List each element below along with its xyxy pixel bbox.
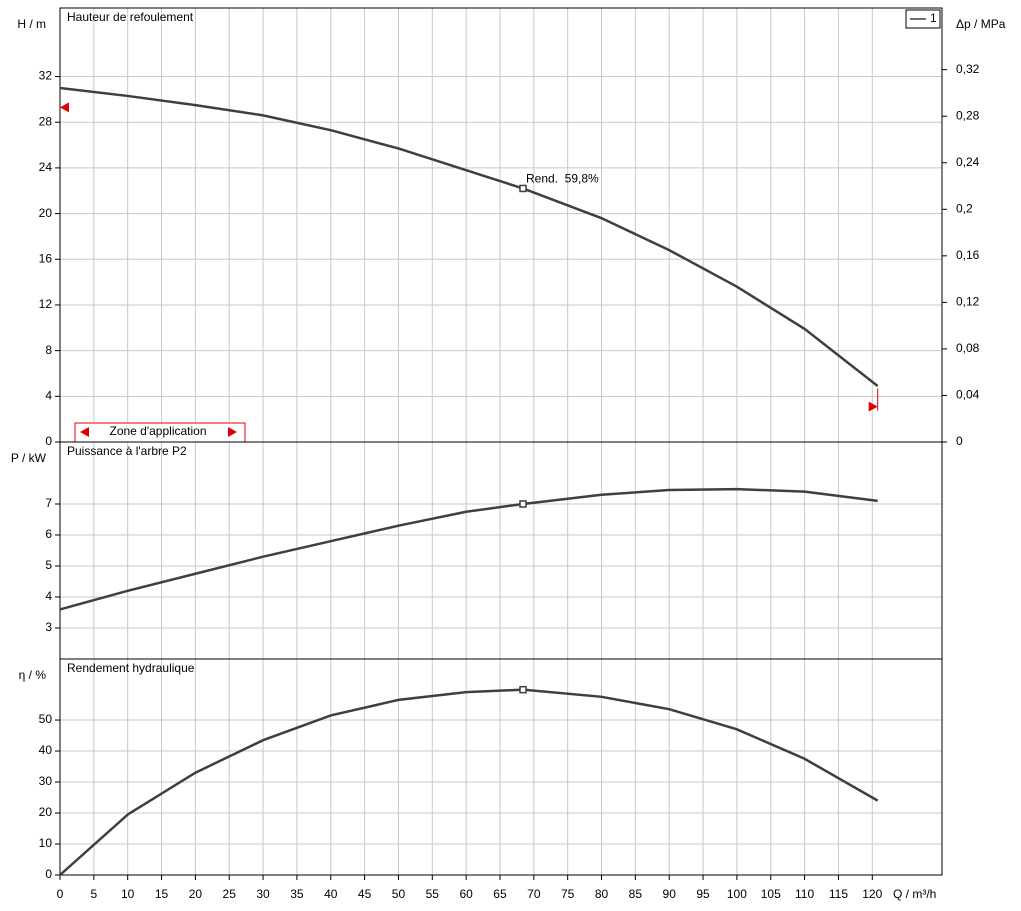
y-tick-label: 6 — [45, 527, 52, 541]
x-tick-label: 45 — [358, 887, 372, 901]
y2-tick-label: 0,24 — [956, 155, 980, 169]
x-tick-label: 115 — [829, 887, 848, 901]
y-tick-label: 8 — [45, 343, 52, 357]
panel-title: Hauteur de refoulement — [67, 10, 194, 24]
panel-frame — [59, 658, 943, 876]
annotation: Rend. 59,8% — [526, 172, 599, 186]
y-tick-label: 28 — [39, 114, 53, 128]
y-tick-label: 32 — [39, 69, 53, 83]
y-tick-label: 3 — [45, 620, 52, 634]
x-tick-label: 75 — [561, 887, 575, 901]
range-marker — [60, 102, 69, 113]
y-tick-label: 5 — [45, 558, 52, 572]
x-tick-label: 5 — [91, 887, 98, 901]
x-tick-label: 65 — [493, 887, 507, 901]
y2-tick-label: 0,32 — [956, 62, 980, 76]
y-tick-label: 16 — [39, 251, 53, 265]
y-tick-label: 4 — [45, 388, 52, 402]
x-tick-label: 50 — [392, 887, 406, 901]
y-tick-label: 40 — [39, 743, 53, 757]
y-axis-label: P / kW — [11, 451, 47, 465]
y-tick-label: 50 — [39, 712, 53, 726]
range-marker — [868, 401, 878, 412]
x-tick-label: 40 — [324, 887, 338, 901]
x-tick-label: 70 — [527, 887, 541, 901]
zone-label: Zone d'application — [109, 424, 206, 438]
y-tick-label: 30 — [39, 774, 53, 788]
x-tick-label: 30 — [256, 887, 270, 901]
x-tick-label: 15 — [155, 887, 169, 901]
x-tick-label: 20 — [189, 887, 203, 901]
panel-frame — [59, 7, 943, 443]
operating-point — [519, 184, 527, 193]
legend-label: 1 — [930, 11, 937, 25]
y2-tick-label: 0,04 — [956, 388, 980, 402]
x-tick-label: 110 — [795, 887, 814, 901]
x-tick-label: 10 — [121, 887, 135, 901]
x-tick-label: 90 — [663, 887, 677, 901]
y2-tick-label: 0,16 — [956, 248, 980, 262]
panel-frame — [59, 441, 943, 660]
curve — [59, 688, 879, 876]
x-tick-label: 80 — [595, 887, 609, 901]
y2-axis-label: Δp / MPa — [956, 17, 1006, 31]
x-tick-label: 35 — [290, 887, 304, 901]
panel-title: Rendement hydraulique — [67, 661, 195, 675]
y-tick-label: 10 — [39, 836, 53, 850]
x-tick-label: 0 — [57, 887, 64, 901]
x-tick-label: 120 — [862, 887, 882, 901]
curve — [59, 487, 878, 611]
curve — [59, 86, 879, 388]
x-tick-label: 85 — [629, 887, 643, 901]
y2-tick-label: 0,12 — [956, 295, 980, 309]
x-tick-label: 25 — [223, 887, 237, 901]
x-tick-label: 95 — [696, 887, 710, 901]
y-tick-label: 0 — [45, 867, 52, 881]
x-tick-label: 105 — [761, 887, 781, 901]
x-tick-label: 55 — [426, 887, 440, 901]
y-tick-label: 20 — [39, 805, 53, 819]
y-tick-label: 7 — [45, 496, 52, 510]
y2-tick-label: 0,08 — [956, 341, 980, 355]
y-tick-label: 24 — [39, 160, 53, 174]
x-tick-label: 100 — [727, 887, 747, 901]
y2-tick-label: 0 — [956, 434, 963, 448]
y-tick-label: 4 — [45, 589, 52, 603]
y-tick-label: 12 — [39, 297, 53, 311]
zone-arrow-right — [228, 427, 237, 437]
x-axis-label: Q / m³/h — [893, 887, 936, 901]
x-tick-label: 60 — [459, 887, 473, 901]
y-axis-label: H / m — [17, 17, 46, 31]
y2-tick-label: 0,28 — [956, 108, 980, 122]
operating-point — [519, 685, 527, 694]
panel-title: Puissance à l'arbre P2 — [67, 444, 187, 458]
y-axis-label: η / % — [19, 668, 47, 682]
y-tick-label: 20 — [39, 206, 53, 220]
y2-tick-label: 0,2 — [956, 201, 973, 215]
operating-point — [519, 500, 527, 508]
y-tick-label: 0 — [45, 434, 52, 448]
zone-arrow-left — [80, 427, 89, 437]
